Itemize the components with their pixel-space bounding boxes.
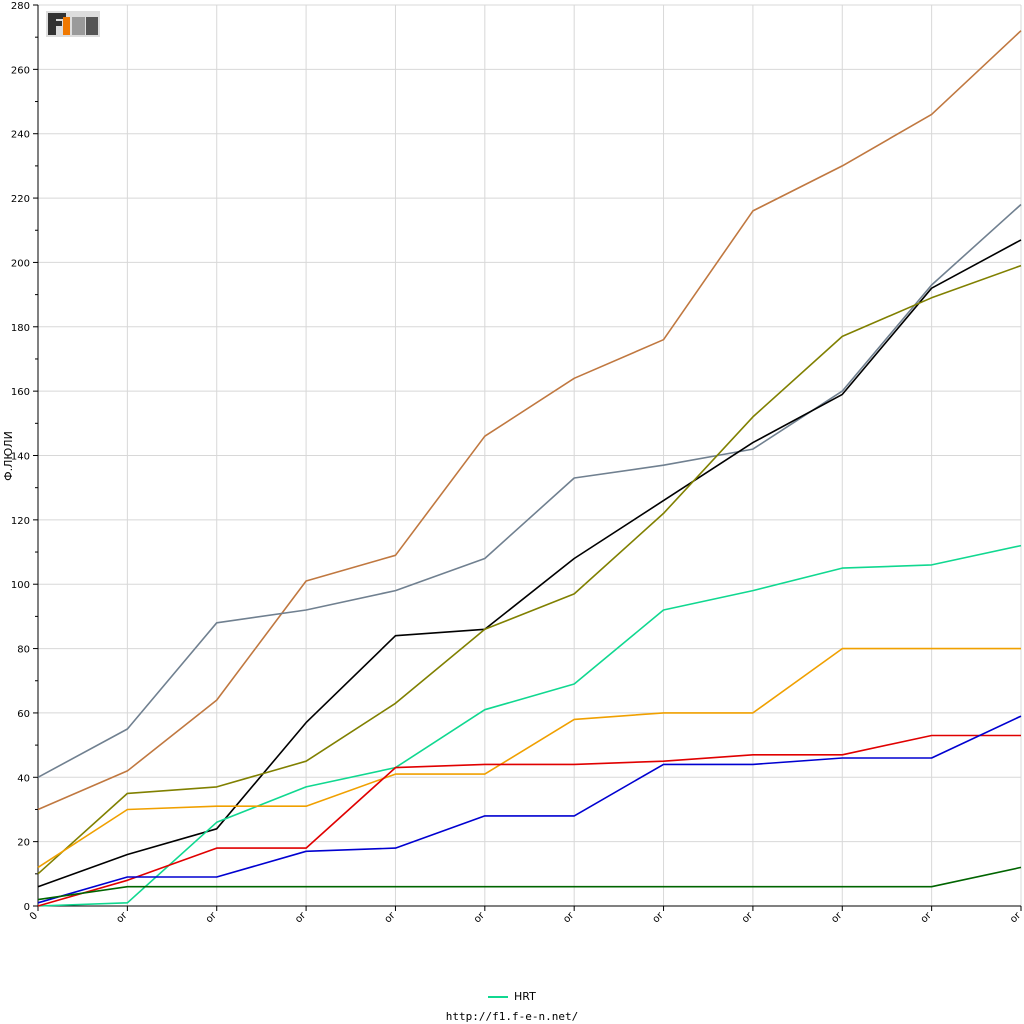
y-tick-label: 140 xyxy=(11,452,30,463)
x-tick-label: or xyxy=(204,910,220,926)
series-line-9 xyxy=(37,866,1022,901)
x-tick-label: or xyxy=(293,910,309,926)
y-tick-label: 100 xyxy=(11,580,30,591)
y-tick-label: 160 xyxy=(11,387,30,398)
x-tick-label: 0 xyxy=(28,910,40,922)
x-tick-label: or xyxy=(383,910,399,926)
y-tick-label: 40 xyxy=(17,773,30,784)
footer-url[interactable]: http://f1.f-e-n.net/ xyxy=(445,1010,579,1023)
y-tick-label: 220 xyxy=(11,194,30,205)
legend-label-hrt: HRT xyxy=(514,990,536,1003)
y-tick-label: 240 xyxy=(11,130,30,141)
y-tick-labels: 0 20 40 60 80 100 120 140 160 180 200 220 240 260 280 xyxy=(11,1,30,913)
series-line-1 xyxy=(37,30,1022,811)
x-tick-label: or xyxy=(651,910,667,926)
x-tick-labels: 0 or or or or or or or or or or or xyxy=(28,910,1024,926)
y-tick-label: 180 xyxy=(11,323,30,334)
series-lines xyxy=(37,30,1022,907)
x-tick-label: or xyxy=(829,910,845,926)
series-line-hrt xyxy=(37,544,1022,907)
x-tick-label: or xyxy=(740,910,756,926)
grid xyxy=(37,4,1022,907)
axes xyxy=(33,4,1022,911)
y-axis-label: Ф.ЛЮЛИ xyxy=(2,431,15,481)
y-tick-label: 0 xyxy=(24,902,30,913)
series-line-7 xyxy=(37,734,1021,907)
y-tick-label: 60 xyxy=(17,709,30,720)
y-tick-label: 260 xyxy=(11,65,30,76)
series-line-3 xyxy=(37,239,1022,888)
x-tick-label: or xyxy=(561,910,577,926)
x-tick-label: or xyxy=(1008,910,1024,926)
y-tick-label: 200 xyxy=(11,258,30,269)
y-tick-label: 80 xyxy=(17,645,30,656)
legend-swatch-hrt xyxy=(488,995,508,998)
legend: HRT xyxy=(488,990,536,1003)
series-line-4 xyxy=(37,264,1022,875)
y-tick-label: 20 xyxy=(17,838,30,849)
f1en-logo xyxy=(46,8,100,38)
y-tick-label: 280 xyxy=(11,1,30,12)
x-tick-label: or xyxy=(114,910,130,926)
series-line-2 xyxy=(37,203,1022,779)
y-tick-label: 120 xyxy=(11,516,30,527)
x-tick-label: or xyxy=(919,910,935,926)
series-line-8 xyxy=(37,715,1022,904)
series-line-6 xyxy=(37,647,1021,869)
x-tick-label: or xyxy=(472,910,488,926)
